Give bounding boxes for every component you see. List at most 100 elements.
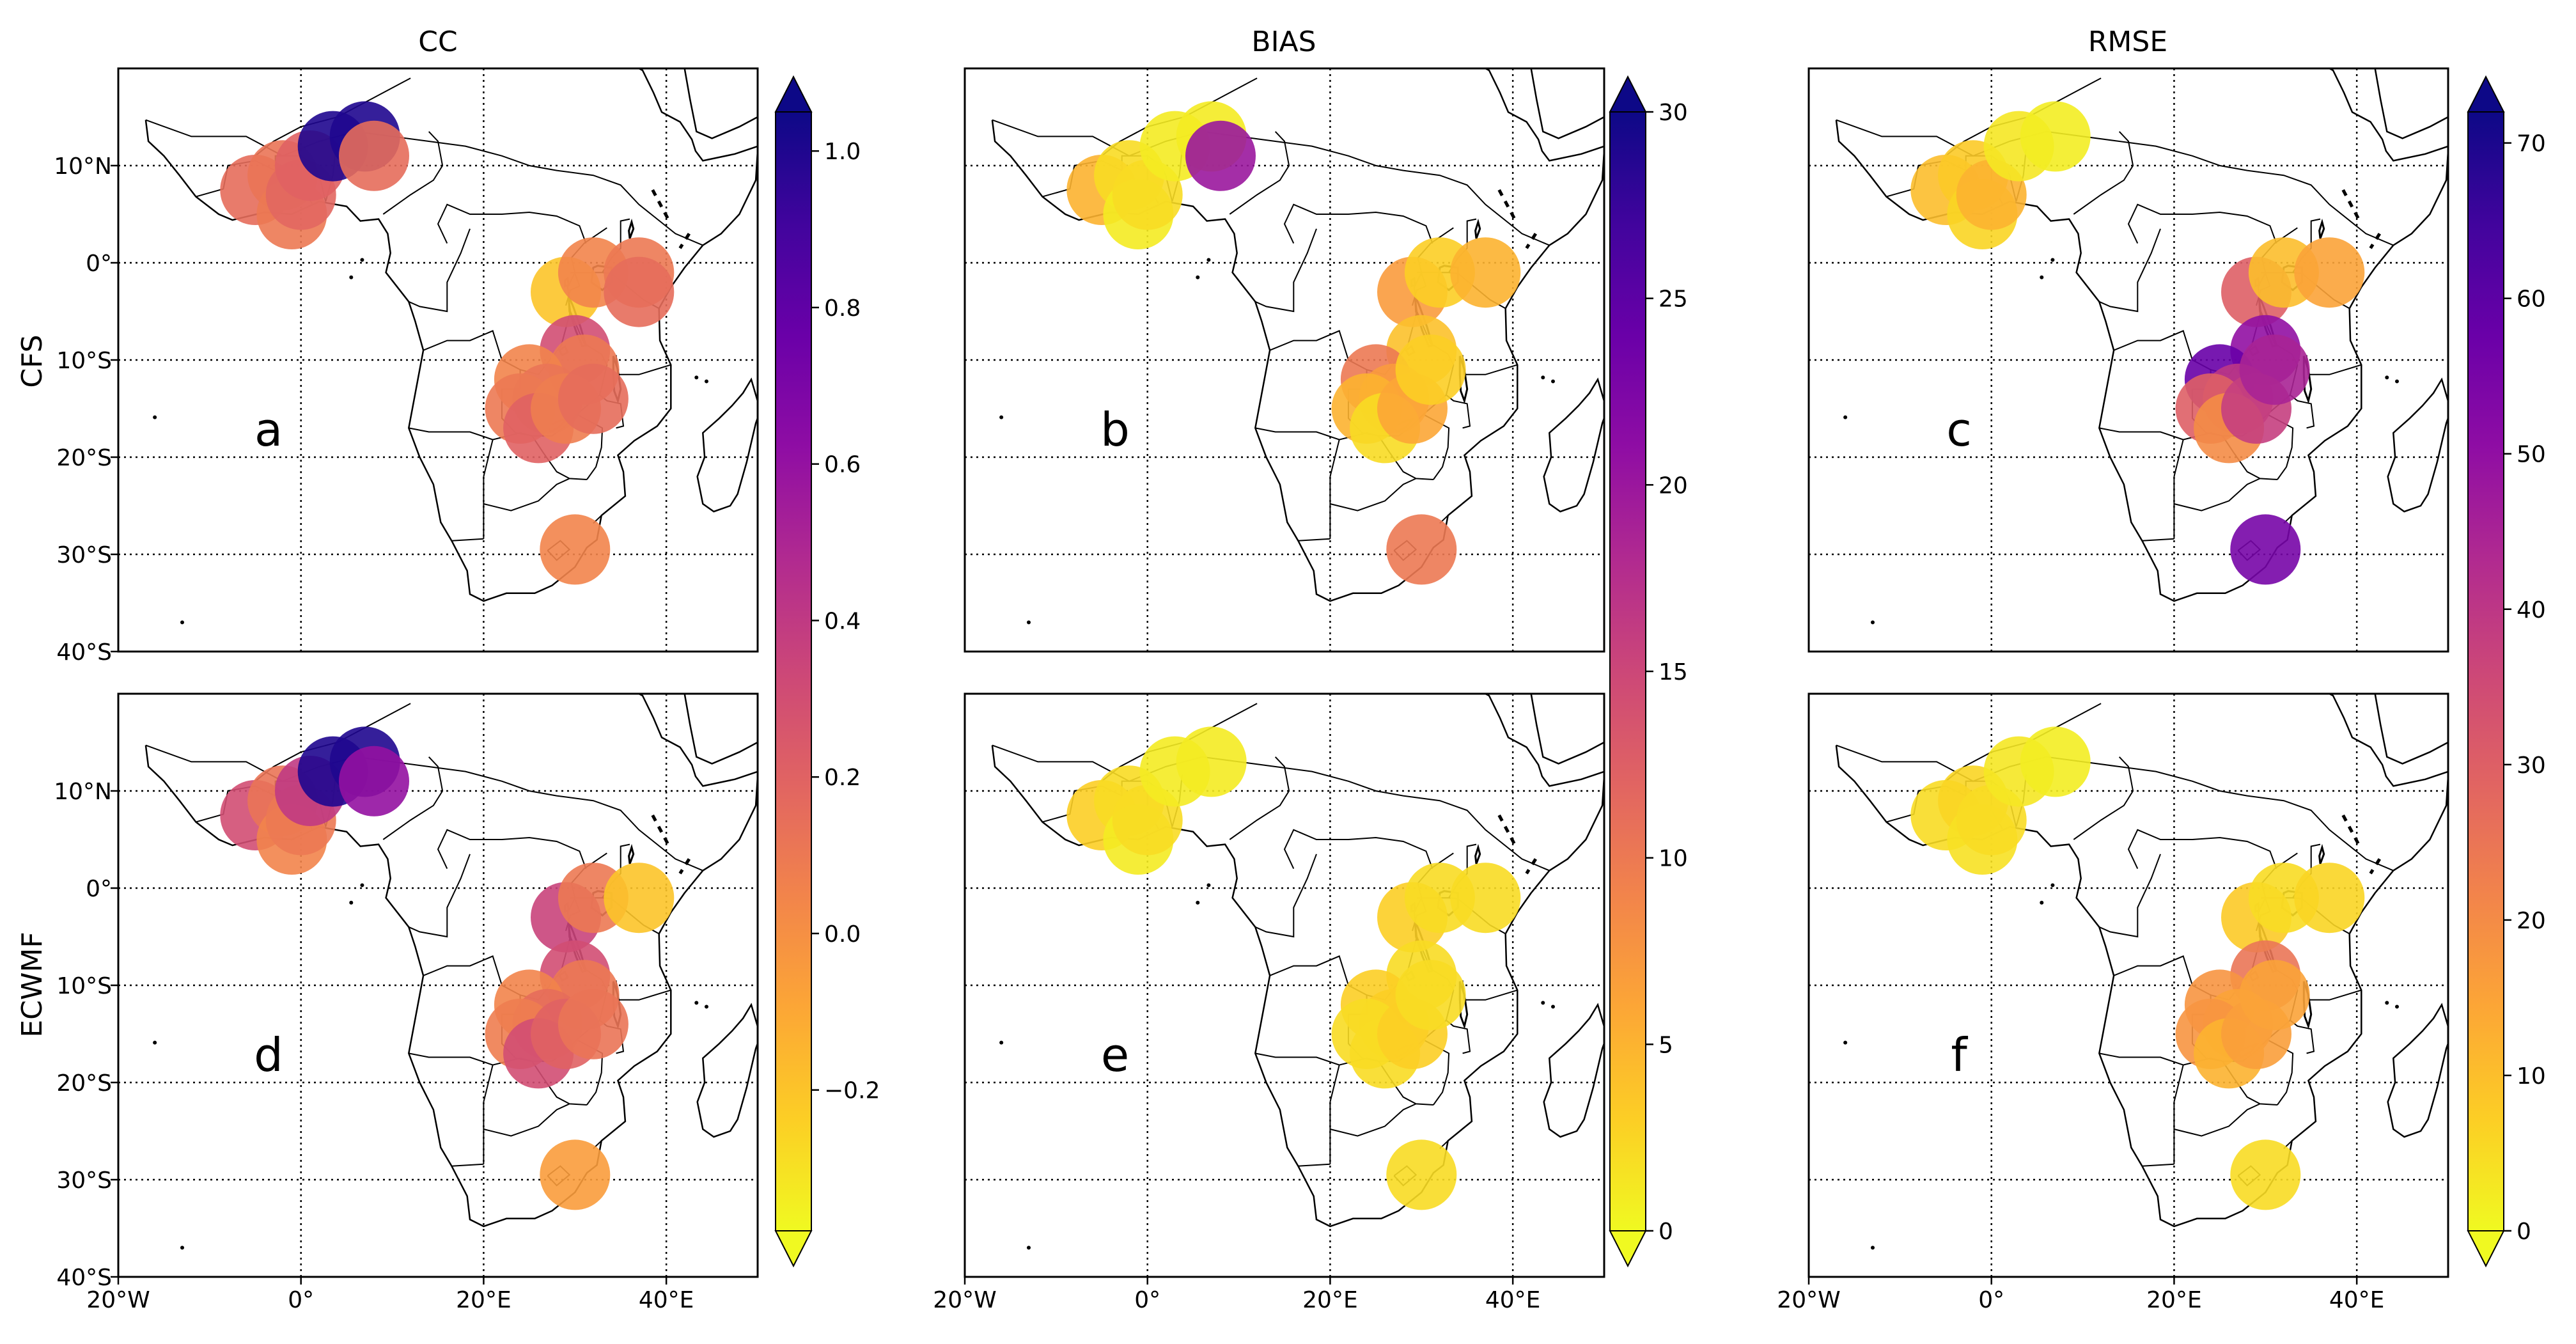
lon-tick-label: 20°W bbox=[86, 1287, 150, 1313]
column-title-bias: BIAS bbox=[1251, 26, 1316, 58]
lon-tick-label: 20°W bbox=[1777, 1287, 1840, 1313]
lon-tick-label: 20°E bbox=[456, 1287, 511, 1313]
country-border bbox=[451, 538, 484, 542]
map-land bbox=[144, 68, 758, 625]
colorbar-tick-label: 0.2 bbox=[824, 765, 861, 791]
madagascar-coastline bbox=[696, 377, 758, 513]
island-dot bbox=[80, 731, 84, 735]
station-markers bbox=[1066, 101, 1521, 585]
lon-tick-label: 0° bbox=[1134, 1287, 1160, 1313]
island-dot bbox=[2385, 375, 2389, 380]
country-border bbox=[2142, 1163, 2174, 1167]
station-marker bbox=[2020, 101, 2091, 172]
country-border bbox=[2174, 1103, 2261, 1137]
row-label-cfs: CFS bbox=[16, 334, 49, 387]
station-marker bbox=[2239, 960, 2310, 1031]
country-border bbox=[437, 829, 587, 870]
island-dot bbox=[360, 258, 364, 262]
island-dot bbox=[180, 1246, 184, 1250]
country-border bbox=[2098, 854, 2161, 938]
africa-coastline bbox=[1835, 694, 2448, 1228]
country-border bbox=[2174, 478, 2261, 512]
island-dot bbox=[2385, 1001, 2389, 1005]
colorbar-tick-label: 0 bbox=[2517, 1219, 2531, 1245]
panel-frame bbox=[117, 692, 759, 1278]
lon-tick-label: 0° bbox=[288, 1287, 314, 1313]
island-dot bbox=[1653, 931, 1657, 935]
panel-c: c bbox=[1807, 67, 2449, 653]
lake-outline bbox=[628, 843, 635, 864]
island-dot bbox=[1196, 275, 1200, 279]
station-marker bbox=[2294, 237, 2365, 308]
island-chain bbox=[2369, 858, 2382, 875]
column-title-cc: CC bbox=[418, 26, 457, 58]
column-title-rmse: RMSE bbox=[2088, 26, 2167, 58]
station-marker bbox=[1450, 863, 1521, 934]
panel-letter: a bbox=[254, 403, 283, 457]
panel-letter: b bbox=[1100, 403, 1130, 457]
colorbar-tick-label: 20 bbox=[1659, 473, 1688, 499]
colorbar-tick-label: −0.2 bbox=[824, 1078, 880, 1104]
island-chain bbox=[1525, 858, 1538, 875]
colorbar-tick-label: 25 bbox=[1659, 286, 1688, 313]
colorbar-tick-label: 0.8 bbox=[824, 295, 861, 322]
africa-coastline bbox=[144, 68, 758, 602]
island-dot bbox=[1672, 457, 1676, 461]
panel-e: e bbox=[964, 692, 1676, 1285]
island-dot bbox=[1770, 731, 1774, 735]
country-border bbox=[408, 854, 471, 938]
island-dot bbox=[349, 275, 354, 279]
island-dot bbox=[180, 620, 184, 625]
lon-tick-label: 40°E bbox=[1485, 1287, 1541, 1313]
map-grid bbox=[1809, 694, 2448, 1277]
island-dot bbox=[2395, 379, 2399, 384]
island-dot bbox=[2395, 1004, 2399, 1009]
colorbar-tick-label: 10 bbox=[1659, 846, 1688, 872]
panel-a: a bbox=[111, 67, 759, 653]
colorbar-gradient bbox=[2467, 111, 2504, 1231]
country-border bbox=[1298, 1163, 1331, 1167]
island-chain bbox=[2341, 189, 2361, 220]
island-dot bbox=[1541, 375, 1545, 380]
row-label-ecwmf: ECWMF bbox=[16, 932, 49, 1037]
lon-tick-labels: 20°W 0° 20°E 40°E 20°W 0° 20°E 40°E 20°W 0° 20°E 40… bbox=[86, 1287, 2384, 1313]
lon-tick-label: 40°E bbox=[2329, 1287, 2385, 1313]
country-border bbox=[437, 203, 587, 244]
lake-outline bbox=[2318, 843, 2325, 864]
colorbar-tick-label: 1.0 bbox=[824, 139, 861, 165]
map-grid bbox=[118, 694, 758, 1277]
country-border bbox=[382, 756, 444, 840]
arabia-coastline bbox=[1530, 694, 1604, 765]
country-border bbox=[615, 355, 671, 375]
africa-coastline bbox=[991, 694, 1604, 1228]
panel-frame bbox=[964, 67, 1605, 653]
map-land bbox=[1835, 68, 2448, 625]
station-marker bbox=[540, 514, 611, 585]
country-border bbox=[2306, 980, 2362, 1001]
arabia-coastline bbox=[2374, 68, 2448, 139]
island-chain bbox=[2341, 814, 2361, 845]
island-dot bbox=[1672, 1082, 1676, 1086]
lake-outline bbox=[1474, 218, 1481, 239]
country-border bbox=[483, 1103, 570, 1137]
station-marker bbox=[2230, 514, 2301, 585]
colorbar-extend-top bbox=[774, 75, 813, 113]
colorbar-gradient bbox=[1609, 111, 1646, 1231]
island-dot bbox=[1871, 1246, 1875, 1250]
lat-tick-label: 30°S bbox=[56, 542, 112, 568]
map-land bbox=[80, 694, 758, 1250]
island-dot bbox=[1027, 620, 1031, 625]
country-border bbox=[2098, 228, 2161, 313]
station-markers bbox=[220, 101, 675, 585]
island-dot bbox=[1206, 258, 1211, 262]
lon-tick-label: 20°E bbox=[2146, 1287, 2202, 1313]
madagascar-coastline bbox=[2387, 1003, 2448, 1138]
island-dot bbox=[1027, 1246, 1031, 1250]
lat-tick-label: 20°S bbox=[56, 445, 112, 471]
lat-tick-label: 0° bbox=[86, 251, 112, 277]
map-grid bbox=[1809, 68, 2448, 652]
island-dot bbox=[694, 375, 699, 380]
country-border bbox=[2290, 394, 2315, 429]
island-dot bbox=[153, 415, 157, 419]
